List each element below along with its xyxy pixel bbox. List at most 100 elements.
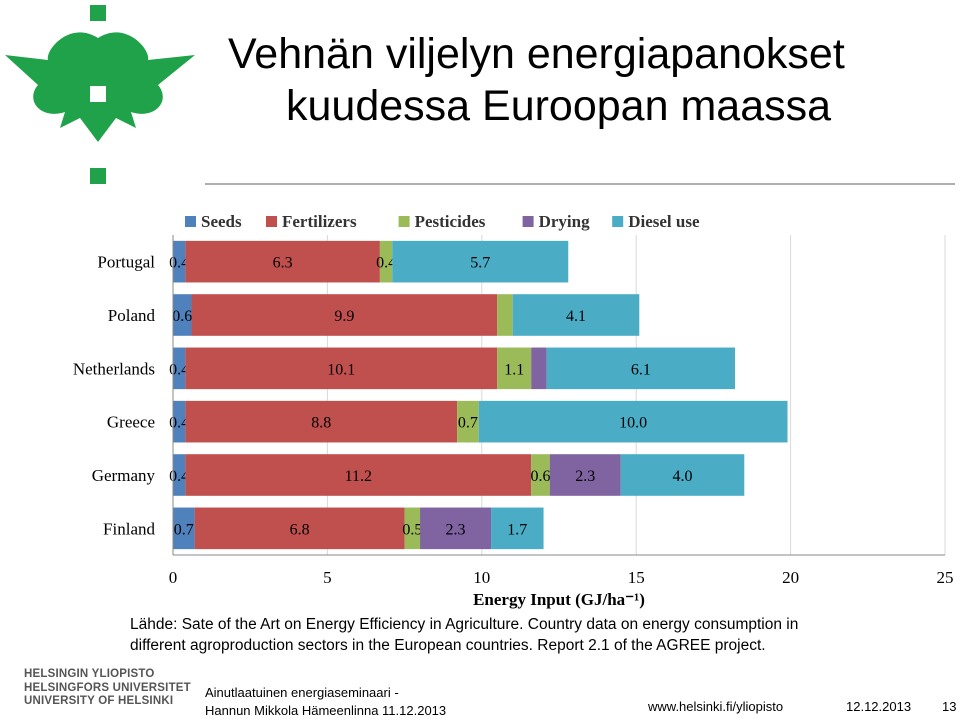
university-name-en: UNIVERSITY OF HELSINKI [24, 695, 174, 707]
data-label: 6.8 [290, 521, 310, 538]
data-label: 2.3 [575, 468, 595, 485]
legend-label: Seeds [201, 212, 242, 231]
bar-segment [191, 294, 498, 336]
category-label: Poland [108, 306, 156, 325]
university-name-sv: HELSINGFORS UNIVERSITET [24, 681, 191, 694]
data-label: 0.4 [169, 361, 189, 378]
legend-label: Pesticides [415, 212, 486, 231]
logo-shape [5, 5, 195, 184]
footer-date: 12.12.2013 [846, 699, 912, 714]
bar-segment [457, 400, 479, 443]
data-label: 0.4 [169, 255, 189, 272]
data-label: 8.8 [311, 415, 331, 432]
university-name-fi: HELSINGIN YLIOPISTO [24, 668, 155, 680]
bar-segment [173, 347, 186, 390]
title-line-1: Vehnän viljelyn energiapanokset [228, 30, 845, 78]
data-label: 9.9 [334, 308, 354, 325]
caption-line-2: different agroproduction sectors in the … [130, 637, 766, 654]
source-caption: Lähde: Sate of the Art on Energy Efficie… [130, 614, 930, 656]
bar-segment [491, 507, 544, 550]
bar-segment [173, 294, 192, 336]
footer-event-line-2: Hannun Mikkola Hämeenlinna 11.12.2013 [205, 703, 447, 718]
data-label: 0.4 [169, 415, 189, 432]
x-tick-label: 15 [628, 568, 645, 587]
category-label: Germany [92, 466, 156, 485]
category-label: Netherlands [73, 359, 155, 378]
bar-segment [185, 454, 532, 496]
bar-segment [420, 507, 492, 550]
x-tick-label: 20 [782, 568, 799, 587]
logo-square-middle [90, 86, 106, 102]
bar-segment [546, 347, 736, 390]
stacked-bar-chart: Seeds Fertilizers Pesticides Drying Diesel u… [73, 212, 954, 609]
legend-label: Diesel use [628, 212, 700, 231]
logo-square-bottom [90, 168, 106, 184]
legend-swatch [185, 216, 196, 227]
data-label: 1.7 [507, 521, 527, 538]
university-name: HELSINGIN YLIOPISTO HELSINGFORS UNIVERSI… [24, 668, 191, 709]
footer-event-line-1: Ainutlaatuinen energiaseminaari - [205, 685, 399, 700]
x-tick-label: 10 [473, 568, 490, 587]
data-label: 11.2 [345, 468, 372, 485]
legend-swatch [266, 216, 277, 227]
data-label: 0.7 [458, 415, 478, 432]
bar-segment [185, 240, 380, 283]
page-number: 13 [942, 699, 957, 714]
bar-segment [478, 400, 788, 443]
data-label: 4.1 [566, 308, 586, 325]
data-label: 0.4 [376, 255, 396, 272]
data-label: 6.3 [273, 255, 293, 272]
bar-segment [173, 240, 186, 283]
data-label: 0.4 [169, 468, 189, 485]
legend-swatch [612, 216, 624, 227]
bar-segment [185, 347, 498, 390]
legend-swatch [398, 216, 410, 227]
data-label: 5.7 [470, 255, 490, 272]
data-label: 1.1 [504, 361, 524, 378]
logo-square-top [90, 5, 106, 21]
bar-segment [531, 347, 547, 390]
data-label: 0.6 [530, 468, 550, 485]
caption-line-1: Lähde: Sate of the Art on Energy Efficie… [130, 616, 799, 633]
bar-segment [531, 454, 550, 496]
bar-segment [404, 507, 421, 550]
x-tick-label: 5 [323, 568, 332, 587]
bar-segment [173, 454, 186, 496]
bar-segment [379, 240, 393, 283]
x-tick-label: 0 [169, 568, 178, 587]
bar-segment [497, 294, 513, 336]
x-axis-title: Energy Input (GJ/ha⁻¹) [473, 590, 645, 609]
data-label: 0.7 [174, 521, 194, 538]
title-divider [205, 183, 955, 185]
page-title: Vehnän viljelyn energiapanokset kuudessa… [228, 28, 948, 132]
data-label: 0.5 [402, 521, 422, 538]
chart-legend: Seeds Fertilizers Pesticides Drying Diesel u… [185, 212, 700, 231]
bar-segment [194, 507, 405, 550]
legend-label: Drying [539, 212, 591, 231]
data-label: 4.0 [673, 468, 693, 485]
x-tick-label: 25 [937, 568, 954, 587]
chart-grid [172, 235, 946, 555]
data-label: 0.6 [172, 308, 192, 325]
university-logo [5, 5, 195, 184]
legend-swatch [522, 216, 534, 227]
bar-segment [185, 400, 458, 443]
data-label: 10.0 [619, 415, 647, 432]
title-line-2: kuudessa Euroopan maassa [286, 82, 832, 130]
category-label: Finland [103, 519, 155, 538]
bar-segment [173, 400, 186, 443]
data-label: 10.1 [327, 361, 355, 378]
category-label: Greece [107, 413, 155, 432]
bar-segment [173, 507, 195, 550]
bar-segment [549, 454, 621, 496]
category-label: Portugal [97, 253, 155, 272]
footer-url[interactable]: www.helsinki.fi/yliopisto [648, 699, 784, 714]
bar-segment [620, 454, 745, 496]
legend-label: Fertilizers [282, 212, 357, 231]
data-label: 2.3 [446, 521, 466, 538]
bar-segment [512, 294, 640, 336]
chart-bars: Portugal 0.4 6.3 0.4 5.7 Poland 0.6 9.9 4.1 Nethe… [73, 240, 788, 550]
footer-event: Ainutlaatuinen energiaseminaari - Hannun… [205, 684, 446, 720]
bar-segment [497, 347, 532, 390]
chart-axis: 0 5 10 15 20 25 Energy Input (GJ/ha⁻¹) [169, 235, 954, 609]
